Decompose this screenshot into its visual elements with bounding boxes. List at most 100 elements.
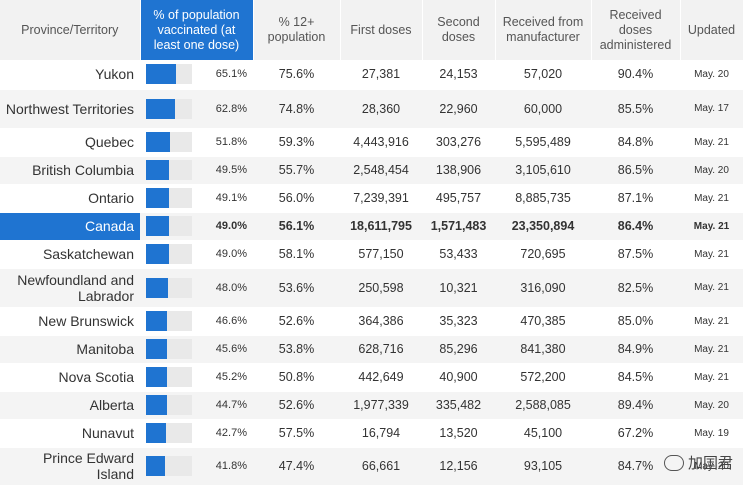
pct-vaccinated-value: 44.7% [215,399,247,411]
pct-bar-fill [146,456,166,476]
pct-12plus-value: 53.8% [253,335,340,364]
first-doses-value: 18,611,795 [340,212,422,241]
received-value: 60,000 [495,89,591,129]
pct-vaccinated-value: 49.0% [215,248,247,260]
updated-value: May. 21 [680,212,743,241]
pct-bar-fill [146,244,169,264]
pct-bar-fill [146,367,167,387]
pct-bar-track [146,277,192,298]
pct-vaccinated-cell: 42.7% [140,419,253,448]
pct-vaccinated-cell: 49.5% [140,156,253,185]
pct-12plus-value: 56.0% [253,184,340,213]
pct-bar-track [146,311,192,331]
pct-vaccinated-cell: 44.7% [140,391,253,420]
updated-value: May. 20 [680,60,743,90]
province-name: Saskatchewan [0,240,140,269]
administered-value: 85.5% [591,89,680,129]
pct-vaccinated-value: 49.5% [215,164,247,176]
administered-value: 89.4% [591,391,680,420]
administered-value: 67.2% [591,419,680,448]
second-doses-value: 303,276 [422,128,495,157]
pct-12plus-value: 53.6% [253,268,340,308]
first-doses-value: 66,661 [340,447,422,486]
second-doses-value: 85,296 [422,335,495,364]
pct-12plus-value: 50.8% [253,363,340,392]
first-doses-value: 27,381 [340,60,422,90]
pct-vaccinated-value: 49.0% [215,220,247,232]
table-row: Ontario 49.1% 56.0% 7,239,391 495,757 8,885,7… [0,184,743,213]
first-doses-value: 250,598 [340,268,422,308]
second-doses-value: 13,520 [422,419,495,448]
administered-value: 82.5% [591,268,680,308]
received-value: 93,105 [495,447,591,486]
updated-value: May. 17 [680,89,743,129]
header-received[interactable]: Received from manufacturer [495,0,592,60]
table-body: Yukon 65.1% 75.6% 27,381 24,153 57,020 90.4% Ma… [0,60,743,486]
pct-bar-fill [146,216,169,236]
header-first-doses[interactable]: First doses [340,0,423,60]
pct-bar-track [146,456,192,476]
header-pct-12plus[interactable]: % 12+ population [253,0,341,60]
province-name: Manitoba [0,335,140,364]
pct-vaccinated-cell: 62.8% [140,89,253,129]
updated-value: May. 21 [680,240,743,269]
header-updated[interactable]: Updated [680,0,743,60]
pct-vaccinated-value: 49.1% [215,192,247,204]
table-row: Yukon 65.1% 75.6% 27,381 24,153 57,020 90.4% Ma… [0,60,743,90]
pct-bar-track [146,216,192,236]
province-name: Alberta [0,391,140,420]
header-pct-vaccinated[interactable]: % of population vaccinated (at least one… [140,0,254,60]
received-value: 45,100 [495,419,591,448]
pct-vaccinated-value: 46.6% [215,315,247,327]
first-doses-value: 364,386 [340,307,422,336]
table-row: Prince Edward Island 41.8% 47.4% 66,661 12,1… [0,447,743,486]
watermark-text: 加国君 [687,454,733,472]
second-doses-value: 35,323 [422,307,495,336]
table-row: Saskatchewan 49.0% 58.1% 577,150 53,433 720,6… [0,240,743,269]
administered-value: 84.9% [591,335,680,364]
pct-bar-track [146,132,192,152]
header-second-doses[interactable]: Second doses [422,0,496,60]
first-doses-value: 16,794 [340,419,422,448]
pct-bar-fill [146,339,167,359]
updated-value: May. 20 [680,391,743,420]
pct-vaccinated-value: 45.2% [215,371,247,383]
second-doses-value: 138,906 [422,156,495,185]
updated-value: May. 21 [680,335,743,364]
received-value: 2,588,085 [495,391,591,420]
received-value: 5,595,489 [495,128,591,157]
province-name: Ontario [0,184,140,213]
province-name: Prince Edward Island [0,447,140,486]
received-value: 23,350,894 [495,212,591,241]
table-row: Alberta 44.7% 52.6% 1,977,339 335,482 2,588,0… [0,391,743,420]
table-row: Nunavut 42.7% 57.5% 16,794 13,520 45,100 67.2%… [0,419,743,448]
pct-12plus-value: 74.8% [253,89,340,129]
pct-bar-fill [146,98,175,119]
received-value: 57,020 [495,60,591,90]
second-doses-value: 10,321 [422,268,495,308]
second-doses-value: 40,900 [422,363,495,392]
table-row: Newfoundland and Labrador 48.0% 53.6% 250,5… [0,268,743,308]
pct-vaccinated-value: 65.1% [215,68,247,81]
table-row: Quebec 51.8% 59.3% 4,443,916 303,276 5,595,48… [0,128,743,157]
pct-vaccinated-value: 62.8% [215,102,247,115]
pct-bar-fill [146,160,169,180]
second-doses-value: 335,482 [422,391,495,420]
pct-bar-track [146,367,192,387]
header-province[interactable]: Province/Territory [0,0,141,60]
pct-12plus-value: 58.1% [253,240,340,269]
pct-vaccinated-cell: 41.8% [140,447,253,486]
updated-value: May. 20 [680,156,743,185]
second-doses-value: 12,156 [422,447,495,486]
pct-bar-track [146,98,192,119]
received-value: 720,695 [495,240,591,269]
pct-12plus-value: 59.3% [253,128,340,157]
first-doses-value: 442,649 [340,363,422,392]
pct-vaccinated-value: 42.7% [215,427,247,439]
pct-12plus-value: 47.4% [253,447,340,486]
header-administered[interactable]: Received doses administered [591,0,681,60]
province-name: New Brunswick [0,307,140,336]
pct-12plus-value: 55.7% [253,156,340,185]
first-doses-value: 577,150 [340,240,422,269]
first-doses-value: 1,977,339 [340,391,422,420]
